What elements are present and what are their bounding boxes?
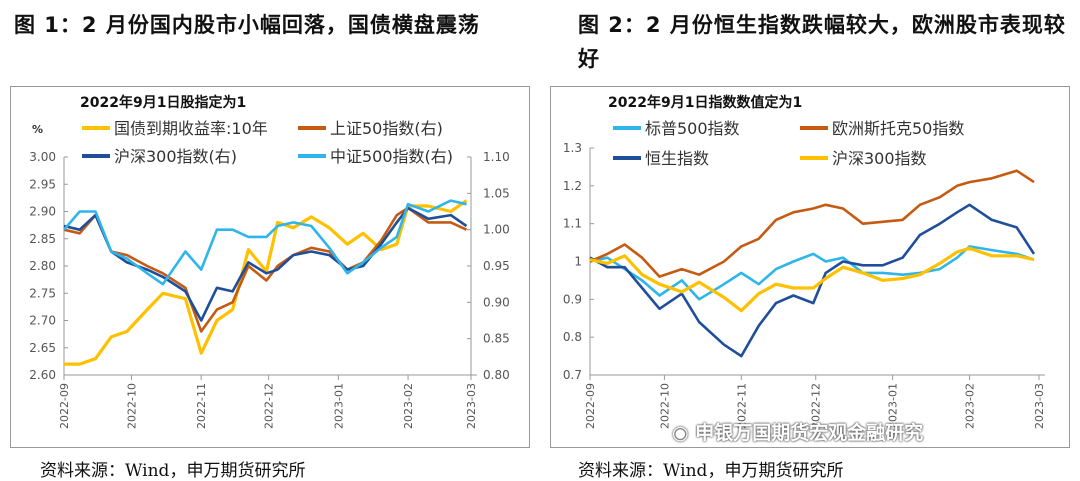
y2-tick-label: 1.00	[483, 223, 510, 237]
y-tick-label: 2.75	[29, 286, 56, 300]
chart2-panel	[550, 86, 1070, 448]
y-tick-label: 1.3	[563, 141, 582, 155]
y-tick-label: 2.80	[29, 259, 56, 273]
y-tick-label: 2.65	[29, 341, 56, 355]
x-tick-label: 2023-01	[887, 383, 900, 429]
y-tick-label: 2.60	[29, 368, 56, 382]
x-tick-label: 2022-10	[658, 383, 671, 429]
legend-label: 恒生指数	[645, 149, 709, 168]
figure2-source: 资料来源：Wind，申万期货研究所	[578, 461, 844, 481]
x-tick-label: 2022-12	[810, 383, 823, 429]
x-tick-label: 2022-09	[58, 383, 71, 429]
chart-subtitle: 2022年9月1日指数数值定为1	[608, 94, 802, 111]
figure2-title: 图 2：2 月份恒生指数跌幅较大，欧洲股市表现较好	[578, 13, 1066, 71]
x-tick-label: 2022-11	[735, 383, 748, 429]
series-line	[589, 203, 1036, 358]
x-tick-label: 2023-02	[402, 383, 415, 429]
legend-label: 沪深300指数	[832, 149, 927, 168]
y-tick-label: 2.85	[29, 232, 56, 246]
x-tick-label: 2023-02	[964, 383, 977, 429]
y-tick-label: 0.7	[563, 368, 582, 382]
y-tick-label: 2.90	[29, 205, 56, 219]
y2-tick-label: 0.80	[483, 368, 510, 382]
y-tick-label: 0.8	[563, 330, 582, 344]
y-tick-label: 1	[574, 255, 582, 269]
y2-tick-label: 0.85	[483, 332, 510, 346]
legend-label: 中证500指数(右)	[330, 147, 453, 166]
x-tick-label: 2023-01	[332, 383, 345, 429]
series-line	[589, 246, 1035, 313]
y2-tick-label: 0.95	[483, 259, 510, 273]
legend-label: 欧洲斯托克50指数	[832, 119, 964, 138]
y-tick-label: 2.70	[29, 314, 56, 328]
y2-tick-label: 1.05	[483, 186, 510, 200]
watermark-text: 申银万国期货宏观金融研究	[695, 422, 924, 444]
y-tick-label: 3.00	[29, 150, 56, 164]
chart1-panel	[10, 86, 530, 448]
series-line	[589, 245, 1035, 301]
x-tick-label: 2022-11	[195, 383, 208, 429]
figure1-title: 图 1：2 月份国内股市小幅回落，国债横盘震荡	[14, 13, 480, 37]
x-tick-label: 2023-03	[465, 383, 478, 429]
x-tick-label: 2023-03	[1033, 383, 1046, 429]
x-tick-label: 2022-10	[125, 383, 138, 429]
legend-label: 沪深300指数(右)	[114, 147, 237, 166]
y-tick-label: 2.95	[29, 177, 56, 191]
series-line	[64, 199, 468, 366]
series-line	[63, 206, 468, 333]
x-tick-label: 2022-12	[263, 383, 276, 429]
y-axis-unit: %	[32, 123, 43, 136]
series-line	[63, 199, 467, 286]
y2-tick-label: 0.90	[483, 295, 510, 309]
watermark: ◉ 申银万国期货宏观金融研究	[672, 418, 923, 445]
series-line	[589, 169, 1035, 278]
y-tick-label: 1.1	[563, 217, 582, 231]
y-tick-label: 1.2	[563, 179, 582, 193]
y-tick-label: 0.9	[563, 292, 582, 306]
figure1-source: 资料来源：Wind，申万期货研究所	[40, 461, 306, 481]
legend-label: 上证50指数(右)	[330, 119, 443, 138]
series-line	[63, 206, 468, 322]
wechat-icon: ◉	[672, 422, 696, 444]
x-tick-label: 2022-09	[584, 383, 597, 429]
legend-label: 标普500指数	[645, 119, 740, 138]
legend-label: 国债到期收益率:10年	[114, 119, 268, 138]
y2-tick-label: 1.10	[483, 150, 510, 164]
chart-subtitle: 2022年9月1日股指定为1	[80, 94, 246, 111]
